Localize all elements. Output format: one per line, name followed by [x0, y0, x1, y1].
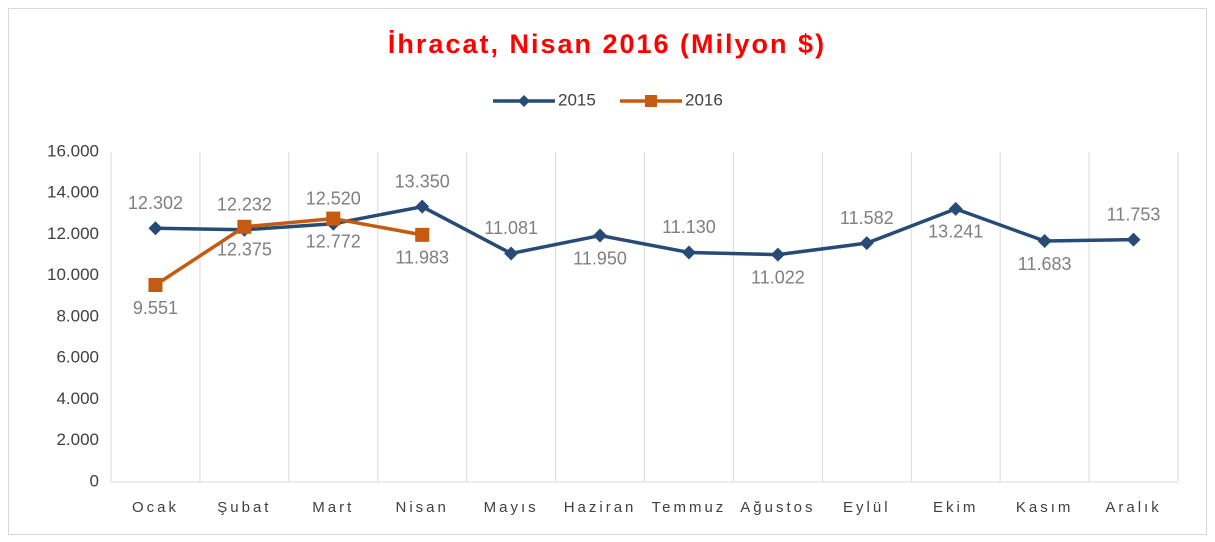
data-label: 11.081 [484, 218, 538, 238]
data-label: 12.772 [306, 231, 361, 251]
y-tick-label: 8.000 [56, 306, 99, 325]
marker [518, 95, 530, 107]
marker [415, 199, 430, 214]
data-label: 13.241 [928, 222, 983, 242]
data-label: 11.983 [395, 248, 449, 268]
marker [593, 228, 608, 243]
x-tick-label: Ağustos [740, 499, 815, 516]
marker [859, 236, 874, 251]
data-label: 12.232 [217, 194, 272, 214]
data-label: 9.551 [133, 298, 178, 318]
marker [948, 201, 963, 216]
marker [148, 278, 163, 293]
x-tick-label: Temmuz [652, 499, 727, 516]
y-tick-label: 10.000 [47, 265, 99, 284]
y-tick-label: 4.000 [56, 389, 99, 408]
y-tick-label: 6.000 [56, 348, 99, 367]
x-tick-label: Nisan [396, 499, 449, 516]
x-tick-label: Ekim [933, 499, 978, 516]
data-label: 11.022 [751, 267, 805, 287]
y-tick-label: 12.000 [47, 224, 99, 243]
marker [148, 221, 163, 236]
marker [681, 245, 696, 260]
y-tick-label: 16.000 [47, 141, 99, 160]
marker [415, 227, 430, 242]
marker [326, 211, 341, 226]
data-label: 11.582 [840, 208, 894, 228]
marker [1037, 234, 1052, 249]
marker [645, 95, 657, 107]
marker [504, 246, 519, 261]
data-label: 13.350 [395, 171, 450, 191]
data-label: 11.950 [573, 248, 627, 268]
data-label: 12.520 [306, 189, 361, 209]
series-line [154, 216, 423, 287]
marker [770, 247, 785, 262]
series-line [155, 204, 1134, 257]
data-label: 12.375 [217, 240, 272, 260]
data-label: 12.302 [128, 193, 183, 213]
x-tick-label: Şubat [217, 499, 271, 516]
x-tick-label: Eylül [843, 499, 891, 516]
x-tick-label: Ocak [132, 499, 179, 516]
marker [237, 219, 252, 234]
legend-label: 2016 [685, 90, 723, 109]
chart-title: İhracat, Nisan 2016 (Milyon $) [388, 29, 826, 59]
legend-label: 2015 [558, 90, 596, 109]
x-tick-label: Aralık [1105, 499, 1161, 516]
chart-border [8, 8, 1207, 535]
y-tick-label: 2.000 [56, 430, 99, 449]
x-tick-label: Mart [312, 499, 354, 516]
x-tick-label: Mayıs [484, 499, 539, 516]
data-label: 11.753 [1107, 204, 1161, 224]
y-tick-label: 14.000 [47, 183, 99, 202]
data-label: 11.130 [662, 217, 716, 237]
y-tick-label: 0 [90, 471, 99, 490]
x-tick-label: Kasım [1016, 499, 1074, 516]
marker [1126, 232, 1141, 247]
data-label: 11.683 [1018, 254, 1072, 274]
x-tick-label: Haziran [564, 499, 637, 516]
